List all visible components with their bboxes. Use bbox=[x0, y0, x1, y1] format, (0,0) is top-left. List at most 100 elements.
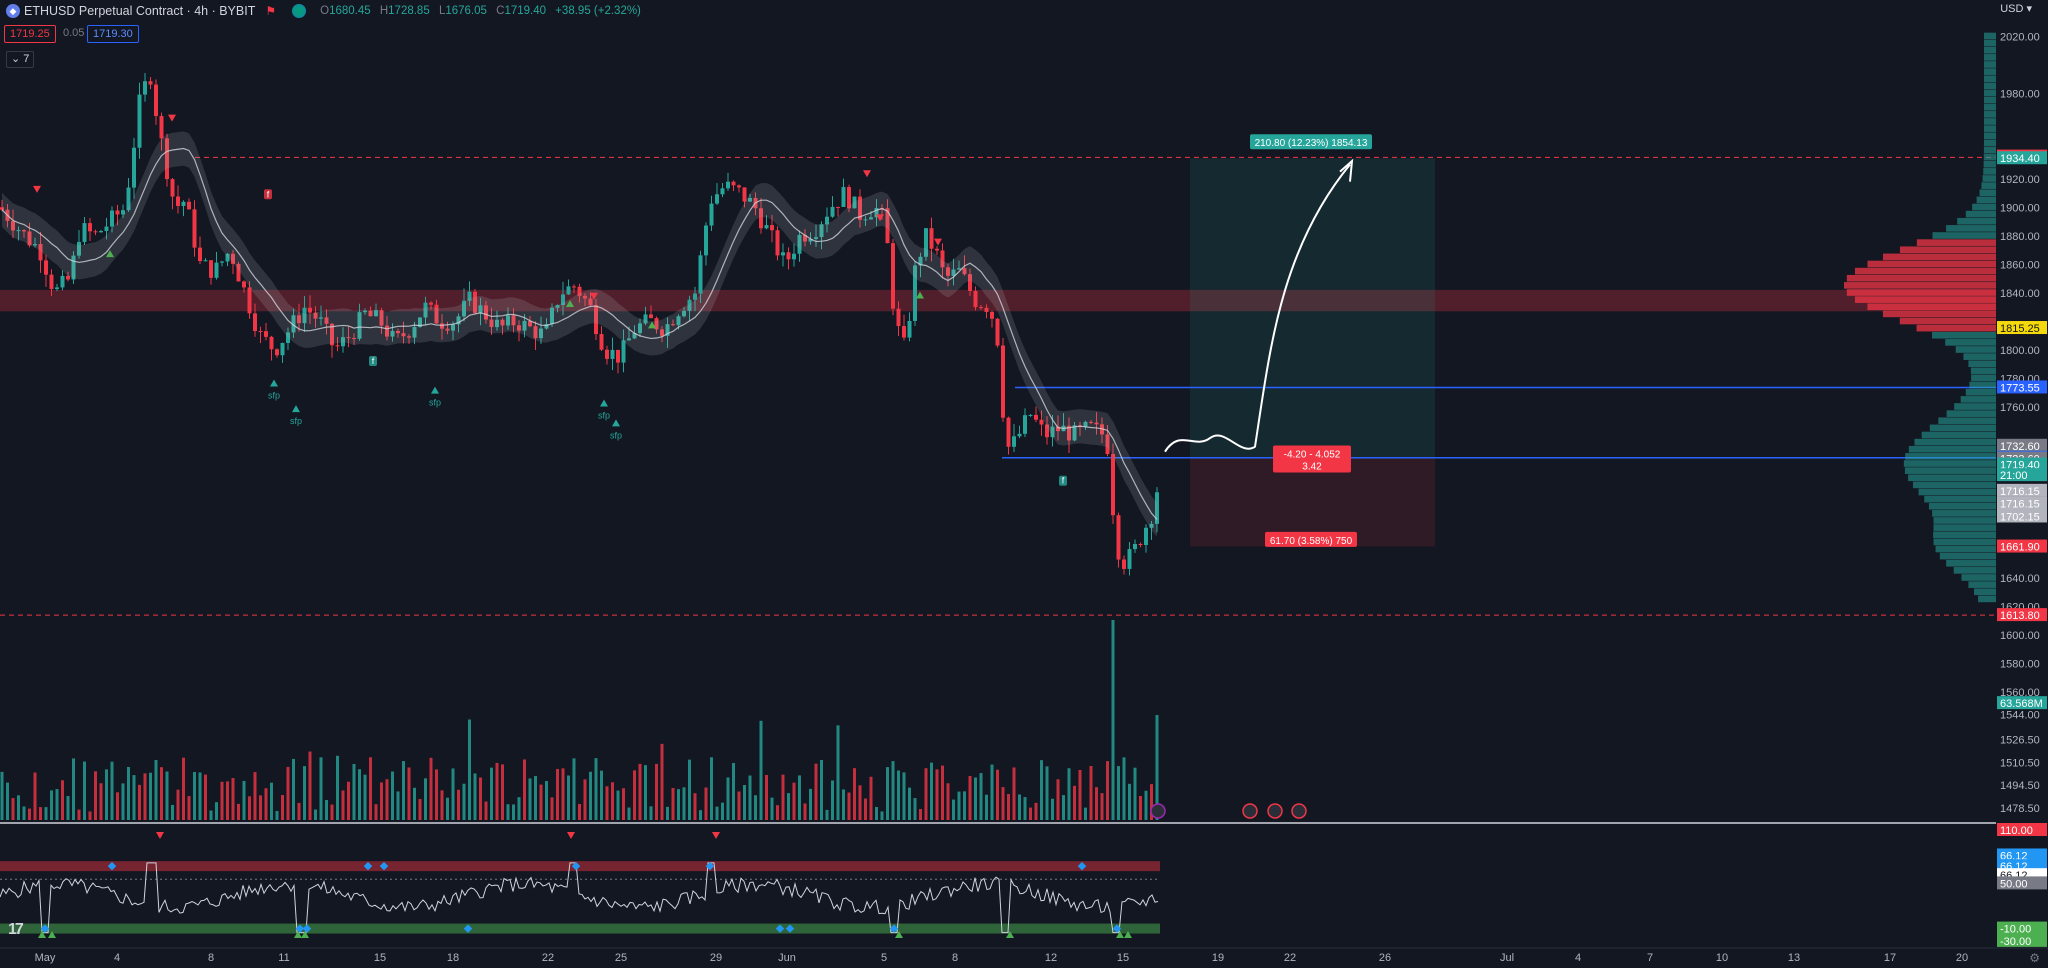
volume-bar bbox=[462, 783, 466, 820]
volume-profile-bar bbox=[1916, 324, 1996, 332]
volume-profile-bar bbox=[1983, 111, 1996, 118]
time-tick: 17 bbox=[1884, 952, 1896, 964]
candle bbox=[121, 210, 125, 215]
settings-icon[interactable]: ⚙ bbox=[2029, 951, 2040, 965]
candle bbox=[517, 325, 521, 331]
candle bbox=[247, 287, 252, 314]
candle bbox=[704, 225, 708, 256]
sell-triangle bbox=[168, 114, 176, 122]
currency-selector[interactable]: USD ▾ bbox=[2000, 3, 2032, 15]
tradingview-logo-icon[interactable]: 17 bbox=[8, 921, 24, 938]
volume-bar bbox=[737, 791, 741, 820]
price-label-bg bbox=[1997, 321, 2047, 335]
volume-profile-bar bbox=[1983, 96, 1996, 104]
volume-bar bbox=[627, 807, 631, 820]
volume-bar bbox=[1155, 715, 1159, 820]
volume-profile-bar bbox=[1983, 146, 1996, 154]
symbol-title[interactable]: ETHUSD Perpetual Contract · 4h · BYBIT bbox=[24, 4, 256, 18]
candle bbox=[544, 323, 549, 329]
candle bbox=[1127, 549, 1132, 569]
volume-bar bbox=[523, 759, 526, 820]
osc-label: 110.00 bbox=[2000, 825, 2033, 837]
volume-bar bbox=[660, 743, 664, 820]
candle bbox=[506, 315, 510, 326]
volume-bar bbox=[913, 798, 917, 820]
indicators-toggle[interactable]: ⌄ 7 bbox=[6, 51, 35, 68]
volume-profile-bar bbox=[1979, 189, 1996, 197]
volume-bar bbox=[28, 808, 31, 820]
volume-profile-bar bbox=[1984, 68, 1996, 75]
candle bbox=[291, 315, 296, 333]
volume-bar bbox=[226, 781, 229, 820]
volume-bar bbox=[413, 787, 416, 820]
signal-marker-label: sfp bbox=[268, 391, 280, 401]
sell-price-button[interactable]: 1719.25 bbox=[4, 25, 56, 43]
volume-bar bbox=[946, 783, 950, 820]
resistance-zone bbox=[0, 289, 1996, 312]
osc-diamond bbox=[463, 924, 473, 933]
osc-oversold-band bbox=[0, 923, 1160, 934]
volume-bar bbox=[1122, 757, 1126, 820]
volume-bar bbox=[787, 793, 790, 820]
osc-diamond bbox=[302, 924, 312, 933]
flag-icon[interactable]: ⚑ bbox=[265, 4, 277, 18]
candle bbox=[539, 328, 543, 339]
candle bbox=[995, 318, 1000, 346]
price-tick: 1880.00 bbox=[2000, 231, 2040, 243]
risk-label: 61.70 (3.58%) 750 bbox=[1270, 536, 1353, 547]
buy-triangle bbox=[916, 291, 924, 299]
candle bbox=[836, 206, 840, 208]
volume-profile-bar bbox=[1904, 467, 1996, 474]
volume-profile-bar bbox=[1843, 282, 1996, 289]
volume-profile-bar bbox=[1928, 502, 1996, 510]
time-tick: 18 bbox=[447, 952, 459, 964]
buy-price-button[interactable]: 1719.30 bbox=[87, 25, 139, 43]
time-tick: 7 bbox=[1647, 952, 1653, 964]
volume-profile-bar bbox=[1883, 253, 1996, 261]
candle bbox=[352, 338, 356, 340]
candle bbox=[709, 203, 714, 226]
volume-bar bbox=[308, 751, 312, 820]
candle bbox=[572, 286, 576, 288]
target-zone bbox=[1190, 158, 1435, 458]
buy-triangle bbox=[106, 250, 114, 258]
price-tick: 2020.00 bbox=[2000, 31, 2040, 43]
candle bbox=[55, 287, 59, 289]
signal-marker-label: sfp bbox=[429, 398, 441, 408]
volume-bar bbox=[1089, 766, 1093, 820]
volume-profile-bar bbox=[1984, 54, 1996, 61]
candle bbox=[44, 260, 48, 275]
time-tick: 22 bbox=[1284, 952, 1296, 964]
volume-profile-bar bbox=[1954, 403, 1996, 410]
candle bbox=[489, 319, 494, 328]
volume-bar bbox=[699, 810, 702, 820]
volume-bar bbox=[429, 757, 433, 820]
volume-bar bbox=[110, 761, 114, 820]
candle bbox=[599, 334, 604, 350]
candle bbox=[830, 206, 835, 217]
osc-diamond bbox=[1112, 924, 1122, 933]
volume-bar bbox=[633, 770, 636, 820]
risk-label-bg bbox=[1265, 531, 1357, 547]
volume-bar bbox=[765, 774, 768, 820]
candle bbox=[220, 261, 224, 263]
volume-bar bbox=[66, 796, 70, 820]
volume-bar bbox=[644, 765, 647, 820]
volume-bar bbox=[468, 719, 471, 820]
candle bbox=[192, 209, 197, 248]
volume-bar bbox=[655, 763, 658, 820]
candle bbox=[528, 320, 532, 327]
volume-profile-bar bbox=[1960, 396, 1996, 403]
volume-bar bbox=[435, 769, 438, 820]
price-tick: 1840.00 bbox=[2000, 288, 2040, 300]
volume-bar bbox=[688, 759, 691, 820]
volume-profile-bar bbox=[1918, 488, 1996, 496]
candle bbox=[715, 194, 719, 204]
volume-profile-bar bbox=[1984, 75, 1996, 83]
time-tick: 12 bbox=[1045, 952, 1057, 964]
arrow-head bbox=[1339, 158, 1354, 182]
volume-bar bbox=[286, 766, 290, 820]
volume-bar bbox=[897, 770, 900, 820]
candle bbox=[176, 196, 180, 206]
